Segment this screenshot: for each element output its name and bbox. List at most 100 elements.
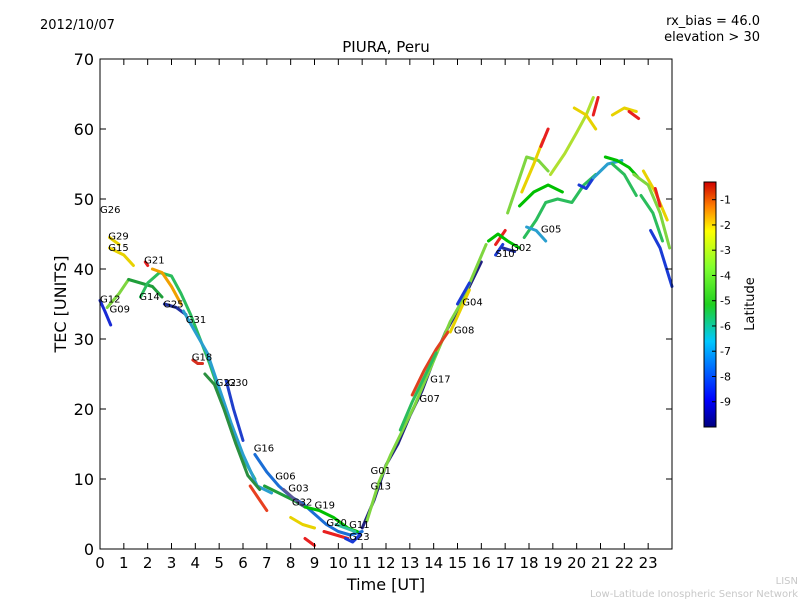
rx-bias-label: rx_bias = 46.0 <box>666 14 760 29</box>
colorbar-tick-label-6: -7 <box>720 345 731 358</box>
series-track-49 <box>641 169 669 222</box>
satellite-label-8: G31 <box>186 315 206 326</box>
x-tick-label-22: 22 <box>615 554 634 572</box>
x-tick-label-13: 13 <box>400 554 419 572</box>
y-tick-label-3: 30 <box>74 330 94 349</box>
colorbar-ticks: -1 -2 -3 -4 -5 -6 -7 -8 -9 <box>712 194 731 409</box>
series-track-50 <box>653 187 662 208</box>
satellite-label-25: G04 <box>462 297 482 308</box>
series-track-52 <box>639 194 664 243</box>
x-tick-label-8: 8 <box>286 554 296 572</box>
x-tick-label-23: 23 <box>639 554 658 572</box>
satellite-label-4: G09 <box>110 304 130 315</box>
y-tick-label-7: 70 <box>74 50 94 69</box>
series-track-40 <box>572 106 598 131</box>
series-track-16 <box>282 488 307 509</box>
series-track-9 <box>181 309 274 495</box>
watermark-lisn: LISN <box>775 576 798 587</box>
x-tick-label-19: 19 <box>543 554 562 572</box>
series-track-29 <box>494 243 505 257</box>
y-tick-label-5: 50 <box>74 190 94 209</box>
series-track-26 <box>398 351 438 432</box>
series-track-18 <box>303 537 316 547</box>
satellite-label-1: G29 <box>108 232 128 243</box>
elevation-label: elevation > 30 <box>664 30 760 45</box>
x-tick-label-4: 4 <box>191 554 201 572</box>
satellite-label-26: S10 <box>496 249 515 260</box>
satellite-label-2: G15 <box>108 243 128 254</box>
colorbar-tick-label-7: -8 <box>720 370 731 383</box>
satellite-label-14: G03 <box>288 484 308 495</box>
x-tick-label-2: 2 <box>143 554 153 572</box>
x-tick-label-10: 10 <box>329 554 348 572</box>
x-tick-label-5: 5 <box>214 554 224 572</box>
colorbar-tick-label-2: -3 <box>720 244 731 257</box>
satellite-label-11: G30 <box>228 378 248 389</box>
satellite-label-5: G21 <box>144 255 164 266</box>
satellite-label-6: G14 <box>139 292 159 303</box>
series-track-51 <box>649 229 674 288</box>
y-axis-ticks: 0 10 20 30 40 50 60 70 <box>74 50 672 559</box>
satellite-label-27: G02 <box>511 243 531 254</box>
y-tick-label-2: 20 <box>74 400 94 419</box>
series-track-0 <box>98 299 113 327</box>
colorbar-tick-label-1: -2 <box>720 219 731 232</box>
series-track-25 <box>410 330 450 397</box>
series-track-31 <box>487 232 521 250</box>
colorbar-tick-label-5: -6 <box>720 320 731 333</box>
series-track-21 <box>334 523 357 533</box>
series-track-10 <box>191 358 204 365</box>
satellite-label-3: G12 <box>100 295 120 306</box>
x-tick-label-11: 11 <box>353 554 372 572</box>
satellite-label-21: G13 <box>371 482 391 493</box>
series-track-45 <box>610 106 638 117</box>
series-track-11 <box>203 372 262 491</box>
series-track-3 <box>105 278 131 309</box>
series-track-41 <box>591 96 600 117</box>
satellite-label-15: G32 <box>292 498 312 509</box>
x-tick-label-17: 17 <box>496 554 515 572</box>
series-track-1 <box>108 236 121 246</box>
series-track-28 <box>456 281 471 306</box>
satellite-label-12: G16 <box>254 444 274 455</box>
series-track-34 <box>506 155 550 215</box>
series-track-37 <box>525 225 548 243</box>
chart-title: PIURA, Peru <box>342 38 430 56</box>
series-track-32 <box>501 246 517 253</box>
x-tick-label-15: 15 <box>448 554 467 572</box>
satellite-label-0: G26 <box>100 205 120 216</box>
colorbar-tick-label-3: -4 <box>720 269 731 282</box>
x-tick-label-20: 20 <box>567 554 586 572</box>
series-track-44 <box>603 155 641 180</box>
satellite-label-19: G23 <box>349 532 369 543</box>
y-axis-label: TEC [UNITS] <box>51 256 70 354</box>
series-track-17 <box>289 516 316 530</box>
series-track-46 <box>627 110 641 120</box>
satellite-label-10: G22 <box>216 378 236 389</box>
series-track-22 <box>344 533 362 544</box>
x-tick-label-0: 0 <box>95 554 105 572</box>
x-axis-ticks: 0 1 2 3 4 5 6 7 8 9 10 11 12 13 14 15 16 17 18 19 20 21 22 23 <box>95 59 658 572</box>
y-tick-label-6: 60 <box>74 120 94 139</box>
series-layer <box>98 96 674 547</box>
series-track-48 <box>632 173 672 250</box>
colorbar-tick-label-8: -9 <box>720 396 731 409</box>
x-tick-label-1: 1 <box>119 554 129 572</box>
x-tick-label-21: 21 <box>591 554 610 572</box>
satellite-label-9: G18 <box>192 353 212 364</box>
series-track-33 <box>522 173 598 239</box>
x-tick-label-9: 9 <box>310 554 320 572</box>
colorbar <box>703 181 717 428</box>
series-track-12 <box>224 379 245 442</box>
satellite-label-23: G07 <box>419 394 439 405</box>
series-track-14 <box>248 484 269 512</box>
x-tick-label-14: 14 <box>424 554 443 572</box>
satellite-label-13: G06 <box>275 472 295 483</box>
colorbar-tick-label-4: -5 <box>720 295 731 308</box>
colorbar-tick-label-0: -1 <box>720 194 731 207</box>
series-track-20 <box>322 530 350 540</box>
watermark-network: Low-Latitude Ionospheric Sensor Network <box>590 589 798 600</box>
satellite-label-20: G01 <box>371 466 391 477</box>
series-track-39 <box>549 96 595 176</box>
series-track-6 <box>143 260 150 267</box>
